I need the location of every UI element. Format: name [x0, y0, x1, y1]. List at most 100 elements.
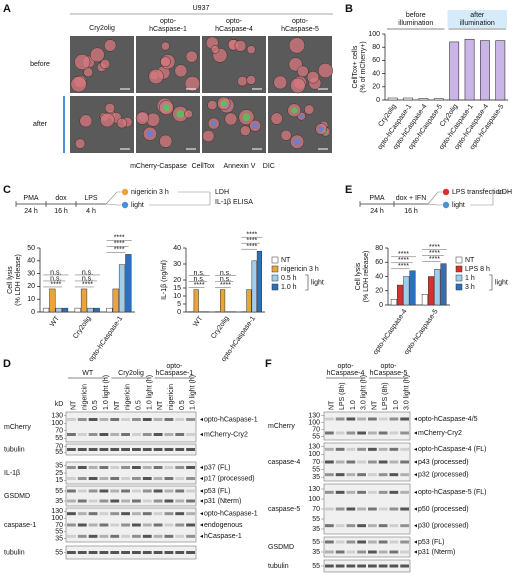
significance: **** — [246, 244, 257, 251]
band — [132, 534, 141, 538]
lane-text: NT — [371, 400, 378, 410]
cell — [74, 138, 86, 149]
bar — [449, 41, 460, 101]
band — [346, 447, 356, 451]
branch-dot — [121, 201, 129, 209]
band — [99, 466, 109, 469]
band — [67, 489, 76, 493]
band-arrow — [200, 534, 203, 538]
band — [142, 512, 152, 516]
band — [77, 418, 87, 421]
branch-dot — [442, 188, 450, 196]
legend-swatch — [455, 256, 463, 264]
y-tick-label: 40 — [27, 258, 35, 265]
band — [88, 477, 98, 480]
legend-entry: 3 h — [465, 284, 475, 291]
band — [164, 534, 174, 538]
lane-label: 0.5 — [135, 400, 142, 410]
stain — [162, 104, 170, 112]
readout: LDH — [498, 189, 512, 196]
kd-marker: 130 — [308, 412, 320, 419]
band — [110, 534, 120, 538]
cell — [202, 129, 215, 143]
band — [164, 418, 174, 421]
band-arrow — [414, 540, 417, 544]
stain — [176, 110, 185, 118]
band — [357, 524, 366, 528]
significance: **** — [82, 281, 93, 288]
band — [186, 534, 195, 538]
bar — [87, 307, 94, 313]
significance: n.s. — [220, 276, 231, 283]
significance: **** — [50, 281, 61, 288]
kd-marker: 55 — [55, 449, 63, 456]
group-header: WT — [82, 370, 94, 377]
band — [88, 523, 98, 527]
band-label: opto-hCaspase-5 (FL) — [418, 489, 486, 496]
band — [153, 499, 163, 503]
band — [99, 551, 109, 554]
y-axis-label: (% LDH release) — [15, 254, 22, 306]
band — [88, 512, 98, 516]
band — [77, 512, 87, 516]
stain — [293, 138, 301, 146]
cell — [210, 45, 220, 54]
band — [164, 499, 174, 503]
band — [378, 473, 388, 477]
blot — [65, 461, 197, 485]
bar — [464, 38, 475, 101]
y-tick-label: 60 — [375, 259, 383, 266]
lane-text: 0.5 — [135, 400, 142, 410]
x-tick-label: opto-hCaspase-1 — [88, 315, 125, 363]
lane-text: nigericin — [168, 384, 175, 410]
band — [175, 477, 185, 480]
y-tick-label: 20 — [375, 288, 383, 295]
band — [325, 540, 334, 544]
lane-label: 1.0 light (h) — [146, 375, 153, 410]
y-tick-label: 30 — [27, 270, 35, 277]
column-header: opto- — [160, 18, 177, 25]
group-header: after — [470, 12, 485, 19]
band — [186, 448, 195, 451]
step-agent: LPS — [84, 195, 98, 202]
bar — [480, 40, 490, 101]
band — [335, 417, 345, 421]
kd-marker: 100 — [308, 451, 320, 458]
band — [175, 433, 185, 436]
band — [121, 466, 130, 469]
cell — [273, 75, 288, 90]
band-label: p31 (Nterm) — [204, 498, 241, 505]
blot-name: caspase-1 — [4, 522, 36, 529]
band — [77, 466, 87, 469]
band — [175, 551, 185, 554]
band — [88, 418, 98, 421]
band-label: p37 (FL) — [204, 464, 230, 471]
kd-marker: 100 — [308, 496, 320, 503]
band — [175, 512, 185, 516]
row-label: after — [33, 121, 48, 128]
y-tick-label: 0 — [31, 309, 35, 316]
kd-marker: 25 — [55, 470, 63, 477]
kd-marker: 55 — [312, 539, 320, 546]
kd-marker: 55 — [312, 516, 320, 523]
column-header: hCaspase-4 — [215, 26, 253, 33]
lane-text: 1.0 — [146, 400, 153, 410]
branch-line — [427, 191, 442, 205]
band — [400, 550, 409, 554]
blot-name: caspase-4 — [268, 459, 300, 466]
readout: LDH — [215, 189, 229, 196]
band — [110, 466, 120, 469]
x-tick-label: opto-hCaspase-5 — [403, 308, 440, 356]
band — [77, 489, 87, 493]
band-label: mCherry-Cry2 — [204, 431, 248, 438]
band — [357, 431, 366, 435]
band — [99, 523, 109, 527]
legend-entry: NT — [465, 257, 475, 264]
stain — [146, 130, 154, 138]
band — [400, 564, 409, 568]
significance: **** — [398, 257, 409, 264]
band — [132, 477, 141, 480]
y-tick-label: 40 — [375, 273, 383, 280]
y-axis-label: CellTox+ cells — [352, 45, 359, 88]
band — [346, 473, 356, 477]
